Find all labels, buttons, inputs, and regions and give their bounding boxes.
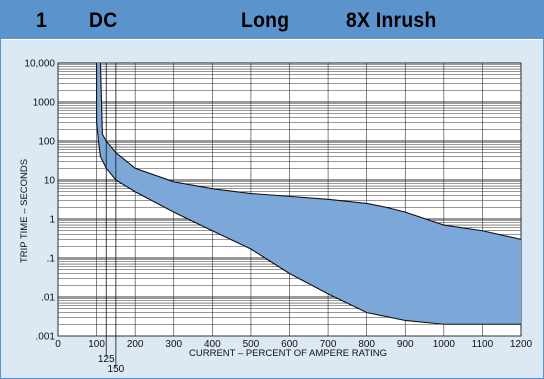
x-tick-label: 800 (358, 339, 375, 350)
extra-tick-label-125: 125 (98, 354, 115, 365)
x-tick-label: 0 (55, 339, 61, 350)
y-tick-label: .01 (41, 293, 55, 304)
y-tick-label: 10 (44, 176, 56, 187)
x-tick-label: 1200 (510, 339, 533, 350)
x-axis-label: CURRENT – PERCENT OF AMPERE RATING (189, 348, 387, 359)
y-tick-label: 1 (49, 215, 55, 226)
y-tick-label: 100 (38, 137, 55, 148)
y-tick-label: .1 (47, 254, 56, 265)
header-type: DC (89, 9, 118, 32)
y-axis-label: TRIP TIME – SECONDS (19, 159, 30, 263)
header-number: 1 (36, 9, 48, 32)
x-tick-label: 100 (88, 339, 105, 350)
y-tick-label: 1000 (33, 98, 56, 109)
x-tick-label: 400 (204, 339, 221, 350)
x-tick-label: 500 (243, 339, 260, 350)
x-tick-label: 200 (127, 339, 144, 350)
y-tick-label: 10,000 (24, 59, 55, 70)
header-delay: Long (241, 9, 290, 32)
x-tick-label: 900 (397, 339, 414, 350)
extra-tick-label-150: 150 (108, 364, 125, 375)
y-tick-label: .001 (36, 332, 56, 343)
max-trip-curve (99, 62, 522, 240)
x-tick-label: 300 (165, 339, 182, 350)
x-tick-label: 1100 (472, 339, 494, 350)
min-trip-curve (96, 63, 521, 325)
x-tick-label: 1000 (433, 339, 456, 350)
x-tick-label: 700 (320, 339, 337, 350)
chart-header: 1 DC Long 8X Inrush (1, 1, 543, 39)
trip-band-fill (96, 63, 521, 325)
x-tick-label: 600 (281, 339, 298, 350)
header-inrush: 8X Inrush (346, 9, 437, 32)
